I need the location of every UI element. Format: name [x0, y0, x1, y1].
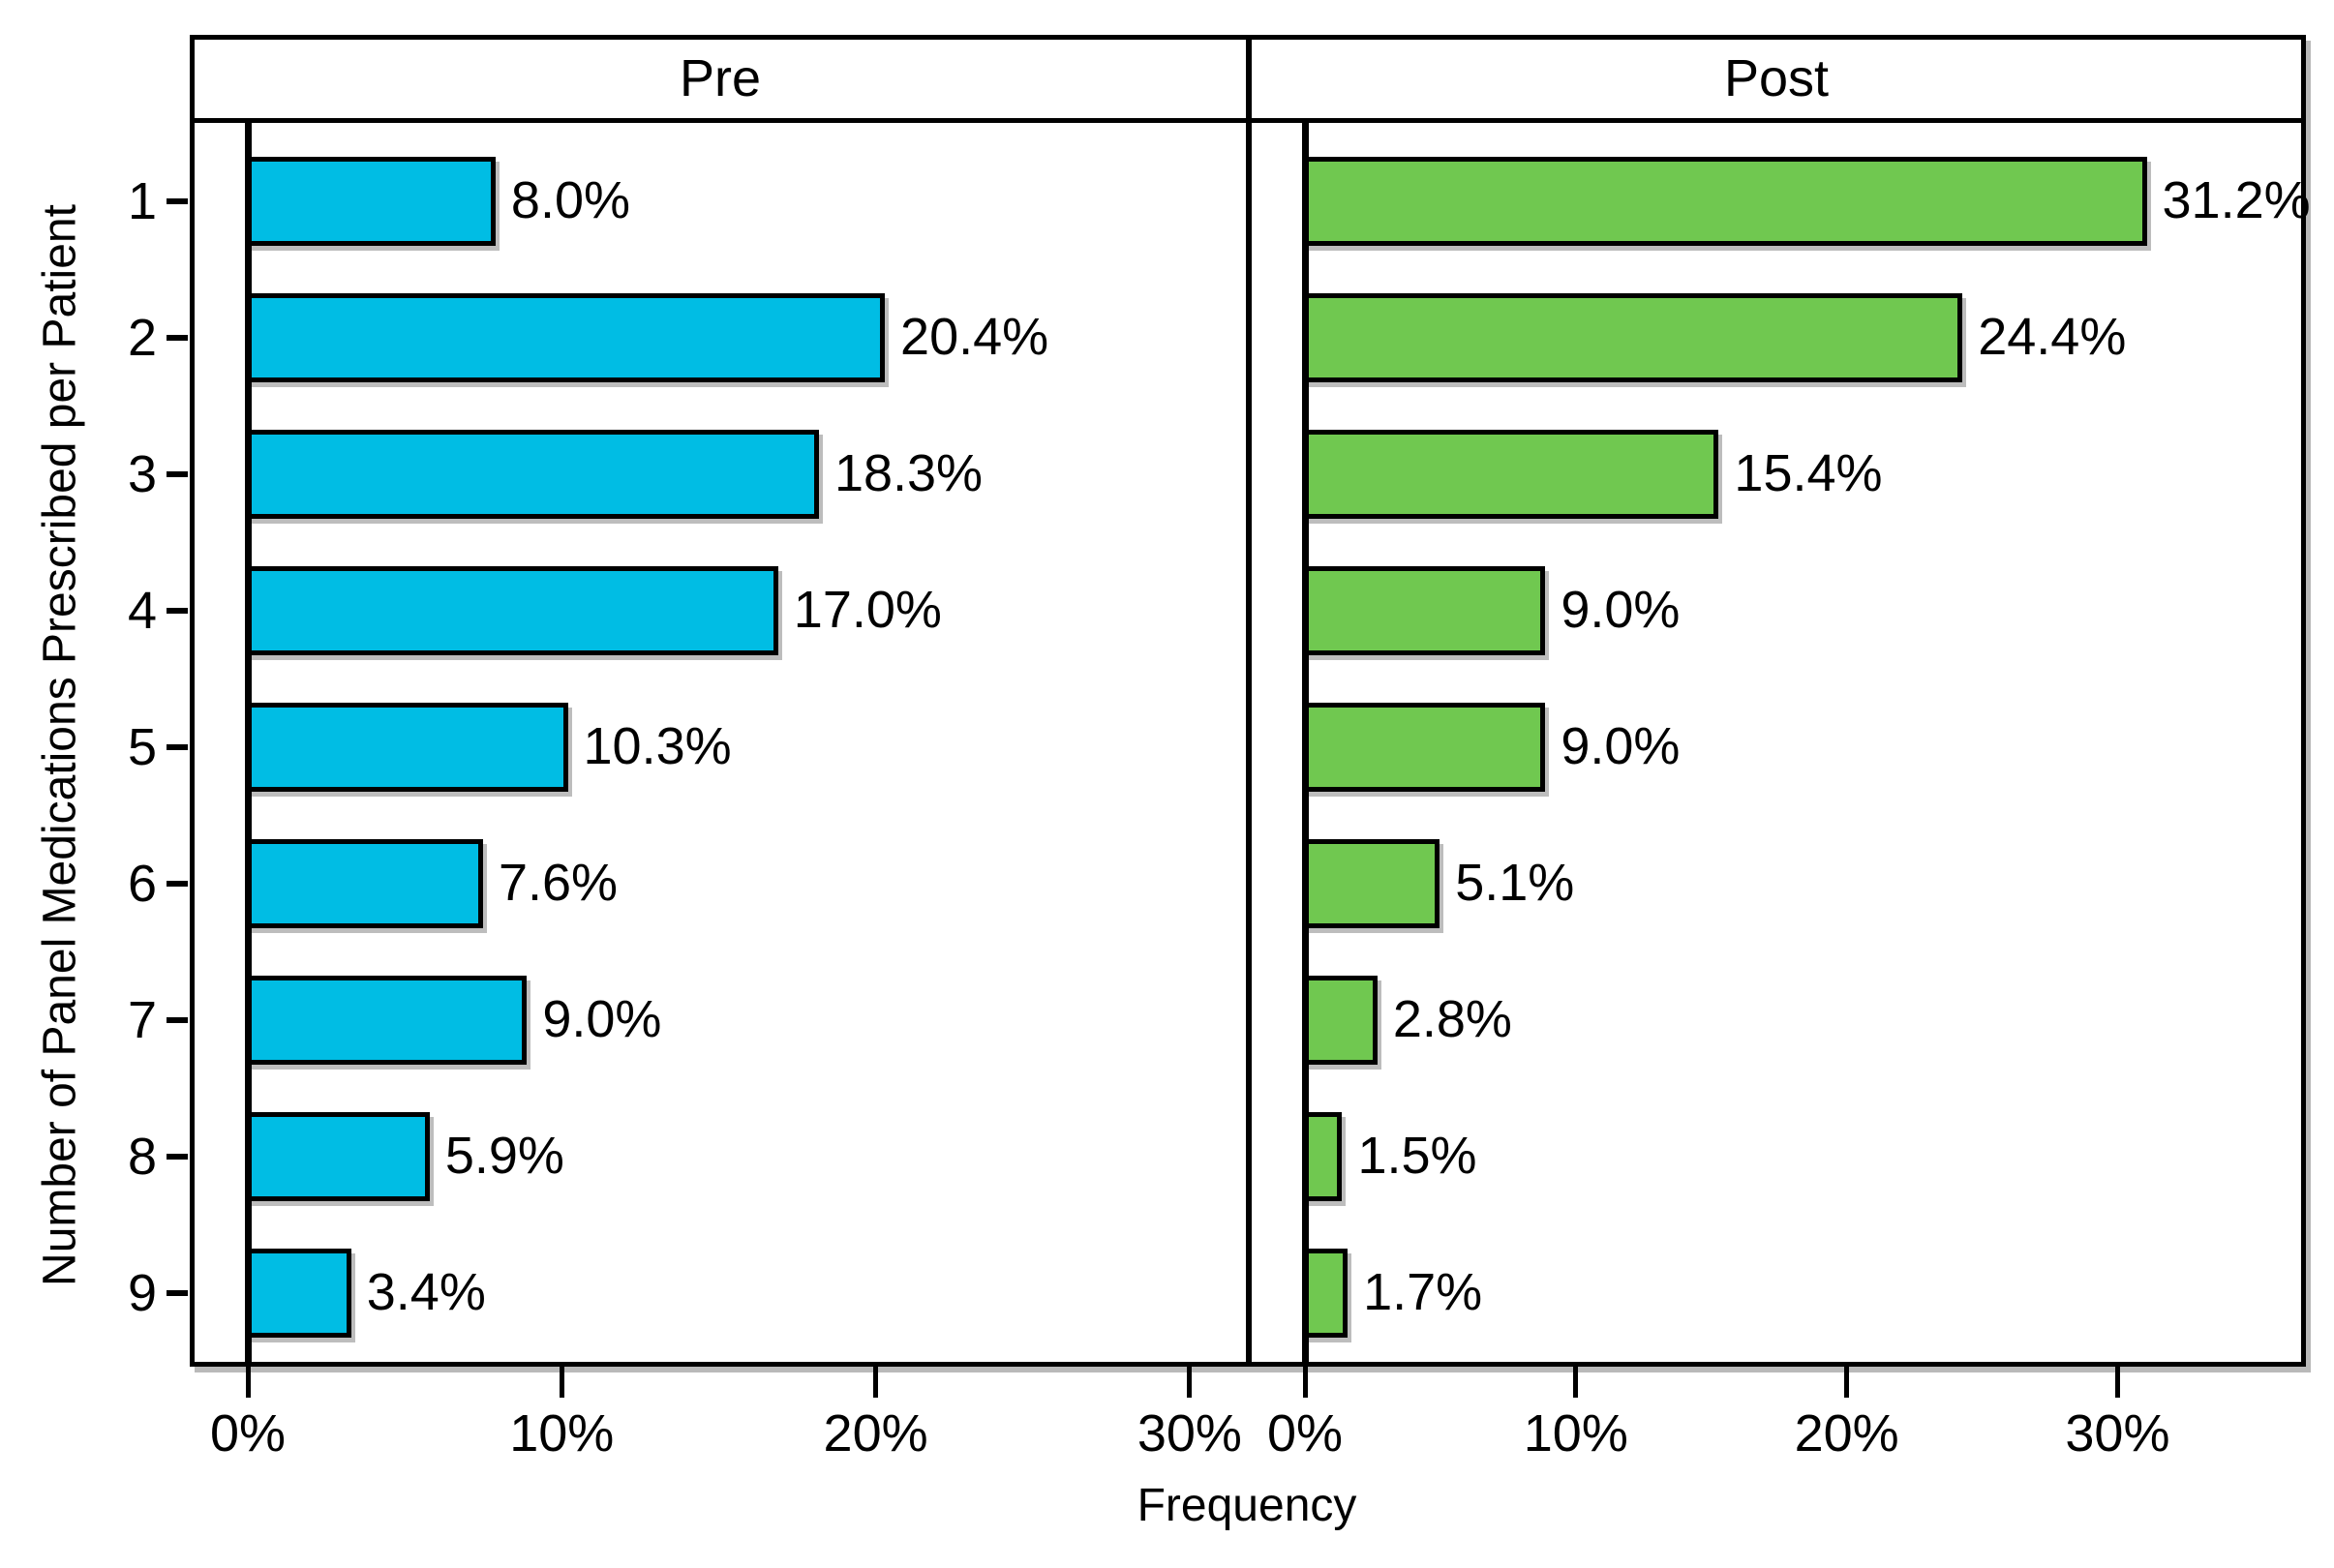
bar-post-6	[1301, 838, 1440, 928]
bar-pre-4	[244, 565, 778, 655]
bar-value-label-pre-5: 10.3%	[583, 716, 732, 775]
y-tick-label-1: 1	[127, 171, 157, 230]
zero-baseline-pre	[244, 123, 252, 1362]
x-tick-post-20%	[1844, 1367, 1850, 1398]
x-tick-post-30%	[2114, 1367, 2120, 1398]
x-tick-pre-0%	[245, 1367, 251, 1398]
y-tick-2	[167, 334, 188, 341]
x-tick-label-post-30%: 30%	[2065, 1404, 2170, 1462]
x-tick-label-pre-30%: 30%	[1137, 1404, 1242, 1462]
bar-value-label-pre-8: 5.9%	[444, 1126, 564, 1185]
y-tick-7	[167, 1016, 188, 1023]
bar-post-2	[1301, 292, 1963, 382]
x-tick-post-10%	[1573, 1367, 1579, 1398]
bar-value-label-pre-2: 20.4%	[900, 307, 1049, 366]
x-tick-label-pre-10%: 10%	[509, 1404, 615, 1462]
y-tick-label-4: 4	[127, 581, 157, 640]
x-tick-label-post-20%: 20%	[1794, 1404, 1899, 1462]
bar-post-9	[1301, 1248, 1349, 1338]
plot-frame: Pre Post 8.0% 20.4% 18.3% 17.0% 10.3% 7.6% 9.0…	[190, 35, 2311, 1367]
y-tick-4	[167, 607, 188, 614]
bar-value-label-post-9: 1.7%	[1363, 1262, 1483, 1321]
bar-value-label-pre-4: 17.0%	[793, 580, 942, 639]
bar-pre-6	[244, 838, 483, 928]
bar-value-label-post-4: 9.0%	[1561, 580, 1681, 639]
bar-value-label-post-6: 5.1%	[1455, 853, 1575, 912]
bar-value-label-pre-7: 9.0%	[542, 989, 662, 1048]
bar-value-label-post-8: 1.5%	[1357, 1126, 1477, 1185]
bar-value-label-pre-6: 7.6%	[498, 853, 619, 912]
x-tick-label-pre-20%: 20%	[823, 1404, 928, 1462]
facet-panel-post: 31.2% 24.4% 15.4% 9.0% 9.0% 5.1% 2.8% 1.5% 1.7%	[1252, 123, 2311, 1362]
bar-post-5	[1301, 702, 1546, 792]
bar-pre-9	[244, 1248, 351, 1338]
bar-post-3	[1301, 429, 1719, 519]
y-tick-label-9: 9	[127, 1263, 157, 1322]
x-tick-post-0%	[1302, 1367, 1308, 1398]
bar-pre-7	[244, 975, 528, 1065]
y-tick-8	[167, 1153, 188, 1160]
x-tick-label-pre-0%: 0%	[209, 1404, 287, 1462]
bar-value-label-post-1: 31.2%	[2162, 170, 2311, 229]
facet-title-post: Post	[1723, 49, 1830, 107]
bar-pre-2	[244, 292, 886, 382]
y-tick-label-2: 2	[127, 308, 157, 367]
x-tick-pre-10%	[559, 1367, 564, 1398]
bar-value-label-post-3: 15.4%	[1734, 443, 1883, 502]
bar-post-1	[1301, 156, 2147, 246]
bar-pre-5	[244, 702, 568, 792]
x-tick-label-post-0%: 0%	[1266, 1404, 1344, 1462]
bar-value-label-post-2: 24.4%	[1978, 307, 2127, 366]
facet-title-pre: Pre	[679, 49, 762, 107]
x-tick-pre-20%	[873, 1367, 879, 1398]
bar-pre-8	[244, 1111, 430, 1201]
y-tick-6	[167, 880, 188, 887]
y-tick-3	[167, 470, 188, 477]
plot-area: 8.0% 20.4% 18.3% 17.0% 10.3% 7.6% 9.0% 5.9% 3.4%…	[195, 123, 2311, 1362]
x-tick-label-post-10%: 10%	[1523, 1404, 1628, 1462]
zero-baseline-post	[1301, 123, 1309, 1362]
y-tick-9	[167, 1289, 188, 1296]
bar-pre-3	[244, 429, 819, 519]
bar-value-label-pre-1: 8.0%	[510, 170, 631, 229]
bar-value-label-post-7: 2.8%	[1392, 989, 1512, 1048]
facet-panel-pre: 8.0% 20.4% 18.3% 17.0% 10.3% 7.6% 9.0% 5.9% 3.4%	[195, 123, 1246, 1362]
y-tick-label-3: 3	[127, 444, 157, 503]
bar-pre-1	[244, 156, 496, 246]
x-axis-title: Frequency	[1137, 1480, 1357, 1531]
y-tick-label-5: 5	[127, 717, 157, 776]
y-tick-label-6: 6	[127, 854, 157, 913]
bar-post-4	[1301, 565, 1546, 655]
y-tick-label-7: 7	[127, 990, 157, 1049]
facet-divider	[1246, 40, 1252, 1362]
bar-value-label-pre-3: 18.3%	[834, 443, 984, 502]
bar-value-label-pre-9: 3.4%	[366, 1262, 486, 1321]
y-tick-label-8: 8	[127, 1127, 157, 1186]
bar-post-7	[1301, 975, 1378, 1065]
x-tick-pre-30%	[1187, 1367, 1193, 1398]
y-tick-1	[167, 197, 188, 204]
y-tick-5	[167, 743, 188, 750]
bar-value-label-post-5: 9.0%	[1561, 716, 1681, 775]
